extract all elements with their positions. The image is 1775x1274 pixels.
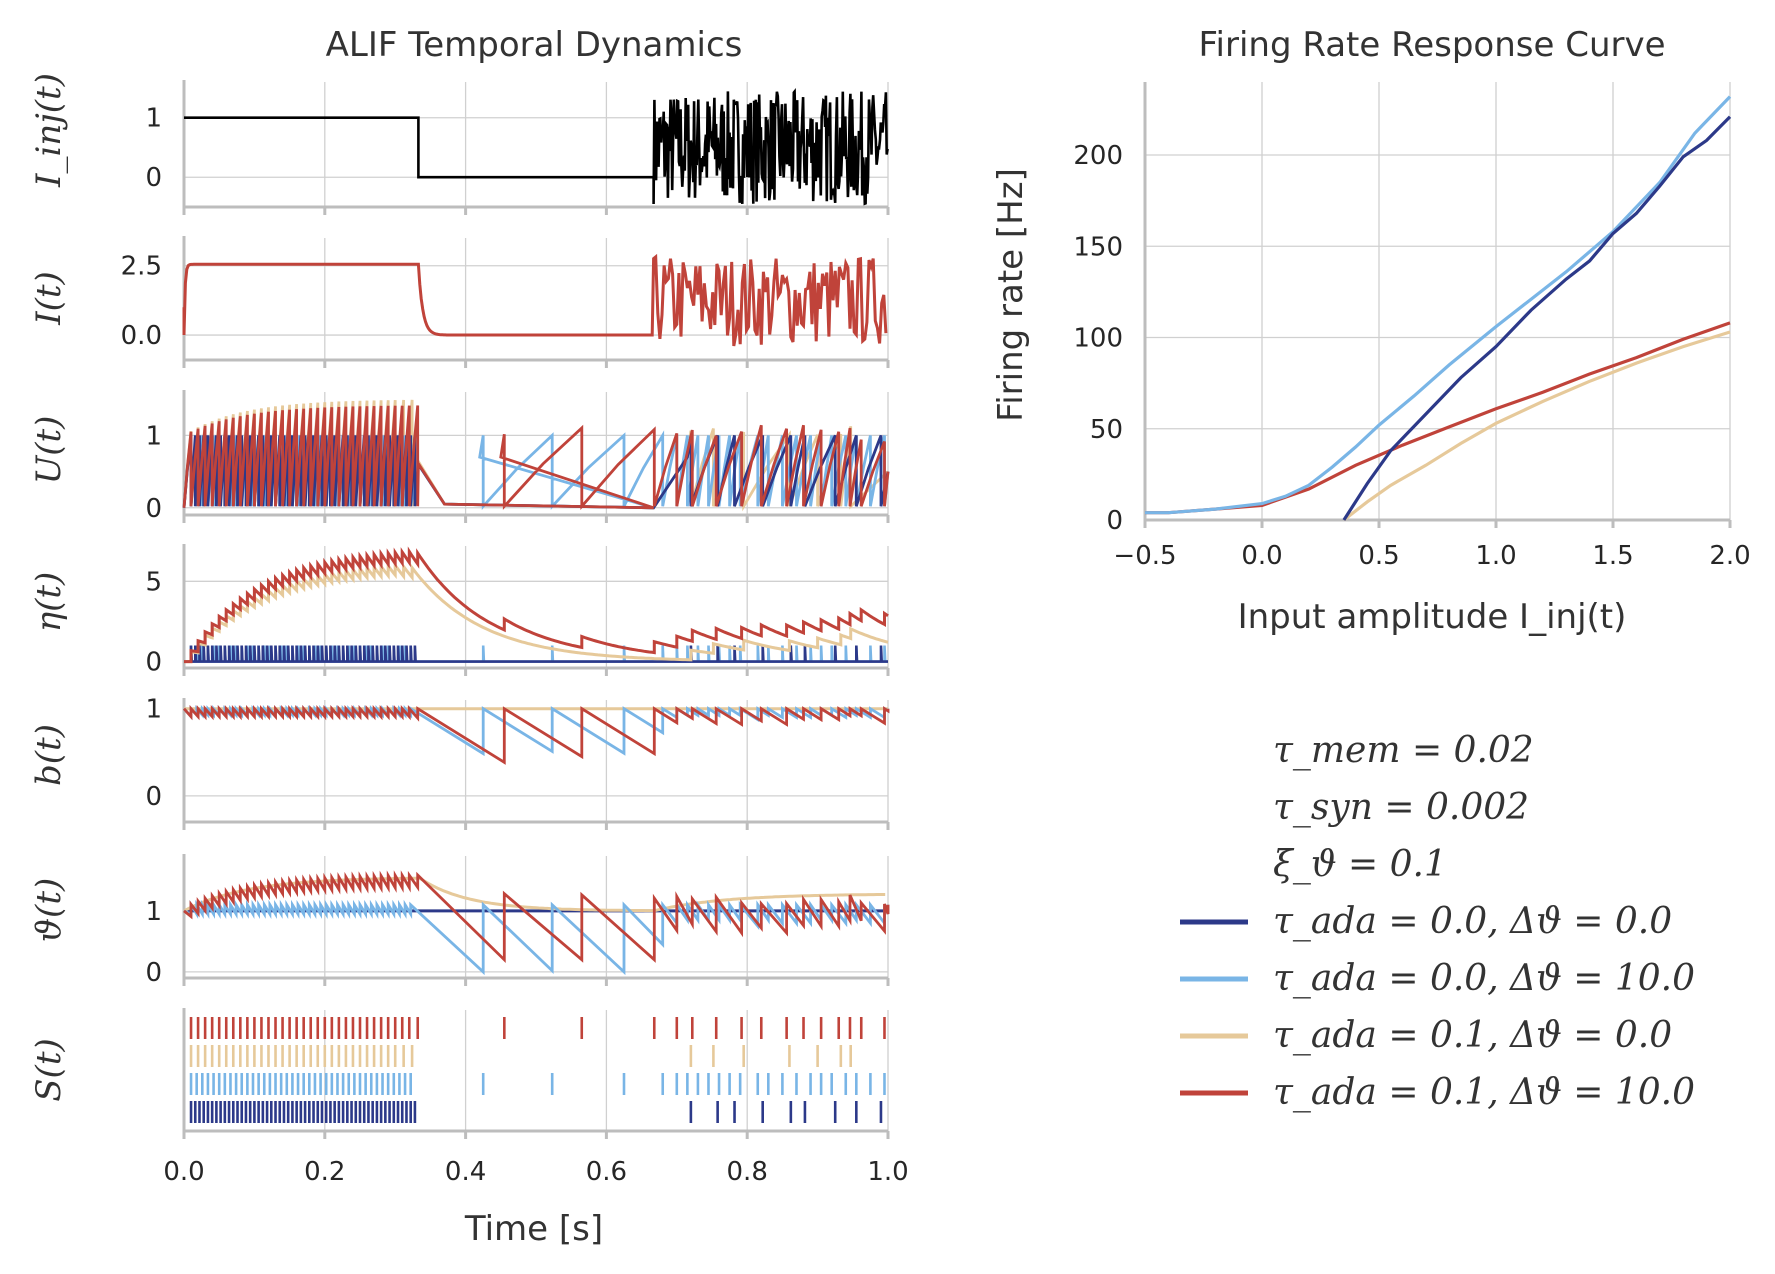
rate-series-line	[1342, 115, 1732, 521]
panel-membrane-potential: 01	[145, 390, 890, 524]
rate-x-tick-label: 1.0	[1475, 541, 1516, 571]
x-tick-label: 0.2	[304, 1157, 345, 1187]
temporal-chart-title: ALIF Temporal Dynamics	[326, 25, 743, 65]
ytick-label: 1	[145, 104, 162, 134]
ytick-label: 0	[145, 163, 162, 193]
rate-x-tick-label: −0.5	[1113, 541, 1176, 571]
ytick-label: 1	[145, 421, 162, 451]
rate-series-line	[1342, 330, 1731, 522]
ylabel-i-inj: I_inj(t)	[29, 73, 69, 188]
ytick-label: 0	[145, 648, 162, 678]
synaptic-current-line	[182, 253, 888, 347]
ytick-label: 0	[145, 782, 162, 812]
panel-threshold: 01	[145, 854, 890, 988]
legend-label-tau01-d10: τ_ada = 0.1, Δϑ = 10.0	[1273, 1072, 1695, 1113]
x-tick-label: 0.6	[586, 1157, 627, 1187]
adaptation-pulse-line	[184, 645, 888, 663]
threshold-line	[183, 870, 890, 964]
ylabel-s: S(t)	[29, 1038, 69, 1101]
rate-y-tick-label: 50	[1090, 415, 1123, 445]
rate-x-axis-label: Input amplitude I_inj(t)	[1238, 597, 1627, 637]
threshold-line	[183, 899, 890, 976]
membrane-line	[182, 405, 890, 511]
temporal-x-axis-label: Time [s]	[464, 1209, 603, 1249]
ytick-label: 1	[145, 897, 162, 927]
rate-y-axis-label: Firing rate [Hz]	[991, 168, 1031, 422]
rate-chart-plot: −0.5 0.0 0.5 1.0 1.5 2.0 0 50 100 150 200	[1073, 82, 1751, 571]
legend-param-xi: ξ_ϑ = 0.1	[1273, 844, 1447, 885]
panel-adaptation: 05	[145, 544, 890, 678]
ytick-label: 5	[145, 567, 162, 597]
ylabel-i: I(t)	[29, 271, 69, 326]
ylabel-eta: η(t)	[29, 572, 69, 633]
rate-x-tick-label: 1.5	[1592, 541, 1633, 571]
ylabel-b: b(t)	[29, 724, 69, 786]
ytick-label: 2.5	[121, 252, 162, 282]
panel-recovery: 01	[145, 695, 890, 830]
legend-label-tau01-d0: τ_ada = 0.1, Δϑ = 0.0	[1273, 1015, 1672, 1056]
rate-y-axis-label-group: Firing rate [Hz]	[991, 168, 1031, 422]
rate-series-line	[1145, 95, 1732, 515]
legend-label-tau0-d0: τ_ada = 0.0, Δϑ = 0.0	[1273, 901, 1672, 942]
legend-param-tau-mem: τ_mem = 0.02	[1273, 730, 1534, 771]
panel-spike-raster	[182, 1008, 890, 1139]
threshold-tan-line	[183, 876, 886, 913]
ylabel-u: U(t)	[29, 416, 69, 485]
legend: τ_mem = 0.02 τ_syn = 0.002 ξ_ϑ = 0.1 τ_a…	[1180, 730, 1695, 1113]
injected-current-line	[184, 87, 889, 206]
rate-y-tick-label: 100	[1073, 324, 1123, 354]
rate-x-tick-label: 2.0	[1709, 541, 1750, 571]
ylabel-theta: ϑ(t)	[29, 878, 69, 943]
rate-x-tick-label: 0.0	[1241, 541, 1282, 571]
ylabel-i-text: I(t)	[29, 271, 69, 326]
ylabel-i-inj-text: I_inj(t)	[29, 73, 69, 188]
ylabel-u-text: U(t)	[29, 416, 69, 485]
x-tick-label: 1.0	[867, 1157, 908, 1187]
adaptation-line	[184, 560, 889, 664]
ylabel-s-text: S(t)	[29, 1038, 69, 1101]
ylabel-eta-text: η(t)	[29, 572, 69, 633]
x-tick-label: 0.8	[727, 1157, 768, 1187]
rate-chart-title: Firing Rate Response Curve	[1198, 25, 1665, 65]
rate-y-tick-label: 200	[1073, 141, 1123, 171]
legend-label-tau0-d10: τ_ada = 0.0, Δϑ = 10.0	[1273, 958, 1695, 999]
adaptation-line	[184, 546, 889, 664]
x-tick-label: 0.4	[445, 1157, 486, 1187]
legend-param-tau-syn: τ_syn = 0.002	[1273, 787, 1529, 828]
ytick-label: 0	[145, 958, 162, 988]
x-tick-label: 0.0	[163, 1157, 204, 1187]
recovery-line	[182, 705, 890, 765]
rate-x-tick-label: 0.5	[1358, 541, 1399, 571]
ylabel-theta-text: ϑ(t)	[29, 878, 69, 943]
temporal-x-ticks: 0.0 0.2 0.4 0.6 0.8 1.0	[163, 1157, 908, 1187]
rate-y-tick-label: 0	[1106, 506, 1123, 536]
panel-injected-current: 01	[145, 80, 890, 215]
rate-y-tick-label: 150	[1073, 232, 1123, 262]
ylabel-b-text: b(t)	[29, 724, 69, 786]
ytick-label: 0.0	[121, 321, 162, 351]
panel-synaptic-current: 0.0 2.5	[121, 236, 890, 368]
ytick-label: 0	[145, 494, 162, 524]
ytick-label: 1	[145, 695, 162, 725]
